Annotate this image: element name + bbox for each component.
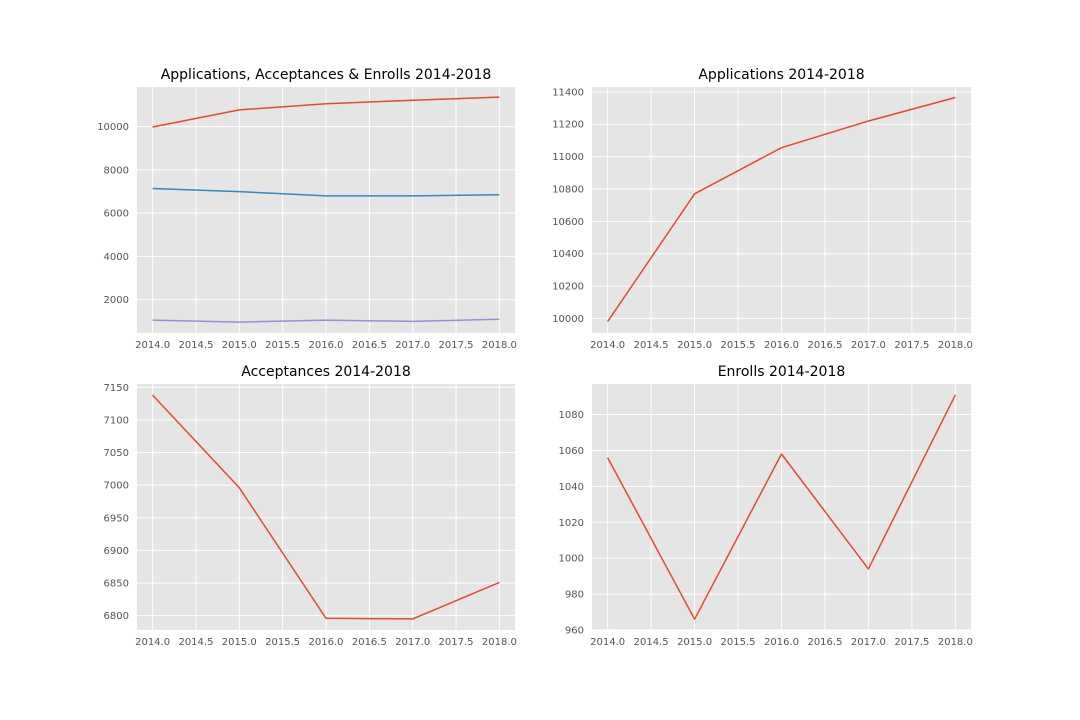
y-tick-label: 1080 [559,410,584,421]
y-tick-label: 7050 [104,448,129,459]
x-tick-label: 2015.0 [222,637,257,648]
subplot-3: 2014.0 2014.5 2015.0 2015.5 2016.0 2016.5 2017… [104,364,517,648]
subplot-2: 2014.0 2014.5 2015.0 2015.5 2016.0 2016.5 2017… [552,67,973,351]
x-tick-label: 2014.0 [135,637,170,648]
y-tick-label: 7100 [104,415,129,426]
subplot-4: 2014.0 2014.5 2015.0 2015.5 2016.0 2016.5 2017… [559,364,973,648]
y-tick-label: 980 [565,590,584,601]
series-line-1 [152,96,500,128]
x-tick-label: 2014.0 [590,340,625,351]
y-tick-label: 11400 [552,87,584,98]
y-tick-label: 4000 [104,252,129,263]
x-tick-label: 2014.5 [634,637,669,648]
y-tick-label: 6850 [104,579,129,590]
subplot-1: 2014.0 2014.5 2015.0 2015.5 2016.0 2016.5 2017… [97,67,517,351]
x-tick-label: 2016.0 [309,340,344,351]
y-tick-label: 10000 [552,314,584,325]
x-tick-label: 2015.5 [265,340,300,351]
y-tick-label: 10600 [552,217,584,228]
chart-title: Applications, Acceptances & Enrolls 2014… [161,67,492,83]
y-tick-label: 6950 [104,513,129,524]
x-tick-label: 2015.5 [265,637,300,648]
x-tick-label: 2017.5 [894,340,929,351]
y-tick-label: 6900 [104,546,129,557]
x-tick-label: 2016.0 [309,637,344,648]
x-tick-label: 2017.0 [851,340,886,351]
y-tick-label: 960 [565,626,584,637]
x-tick-label: 2014.0 [590,637,625,648]
x-tick-label: 2018.0 [482,340,517,351]
y-tick-label: 1060 [559,446,584,457]
x-tick-label: 2014.5 [178,340,213,351]
y-tick-label: 11000 [552,152,584,163]
y-tick-label: 10800 [552,184,584,195]
x-tick-label: 2016.5 [807,340,842,351]
x-tick-label: 2015.5 [721,637,756,648]
x-tick-label: 2017.0 [395,340,430,351]
x-tick-label: 2017.0 [851,637,886,648]
x-tick-label: 2018.0 [482,637,517,648]
x-tick-label: 2016.0 [764,340,799,351]
x-tick-label: 2017.5 [894,637,929,648]
series-line-3 [152,318,500,323]
x-tick-label: 2018.0 [938,637,973,648]
series-line-1 [606,394,957,620]
x-tick-label: 2014.5 [634,340,669,351]
y-tick-label: 1040 [559,482,584,493]
y-tick-label: 2000 [104,295,129,306]
x-tick-label: 2015.0 [677,637,712,648]
y-tick-label: 11200 [552,120,584,131]
chart-title: Applications 2014-2018 [698,67,864,83]
x-tick-label: 2014.0 [135,340,170,351]
x-tick-label: 2015.5 [721,340,756,351]
y-tick-label: 7000 [104,481,129,492]
x-tick-label: 2016.5 [352,637,387,648]
x-tick-label: 2015.0 [677,340,712,351]
y-tick-label: 6000 [104,209,129,220]
y-tick-label: 10400 [552,249,584,260]
x-tick-label: 2015.0 [222,340,257,351]
x-tick-label: 2017.5 [439,340,474,351]
y-tick-label: 10200 [552,282,584,293]
chart-title: Enrolls 2014-2018 [718,364,846,380]
series-line-2 [152,187,500,197]
x-tick-label: 2016.5 [352,340,387,351]
x-tick-label: 2016.5 [807,637,842,648]
x-tick-label: 2018.0 [938,340,973,351]
chart-title: Acceptances 2014-2018 [241,364,411,380]
y-tick-label: 1000 [559,554,584,565]
series-line-1 [152,394,500,620]
x-tick-label: 2016.0 [764,637,799,648]
y-tick-label: 7150 [104,383,129,394]
y-tick-label: 8000 [104,165,129,176]
y-tick-label: 6800 [104,611,129,622]
x-tick-label: 2014.5 [178,637,213,648]
y-tick-label: 1020 [559,518,584,529]
series-line-1 [606,96,956,323]
x-tick-label: 2017.5 [439,637,474,648]
x-tick-label: 2017.0 [395,637,430,648]
y-tick-label: 10000 [97,122,129,133]
